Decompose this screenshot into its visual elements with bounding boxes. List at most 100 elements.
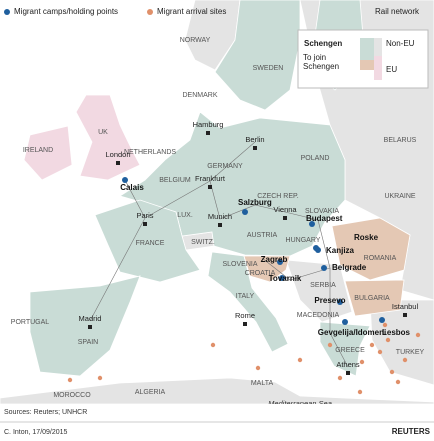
country-label: SLOVAKIA <box>305 208 339 215</box>
city-marker <box>206 131 210 135</box>
camp-dot <box>342 319 348 325</box>
arrival-dot <box>369 342 375 348</box>
arrival-dot <box>337 375 343 381</box>
arrival-dot <box>389 369 395 375</box>
country-label: MOROCCO <box>53 392 91 399</box>
camp-dot <box>277 259 283 265</box>
arrival-dot <box>297 357 303 363</box>
camp-dot <box>242 209 248 215</box>
credit: C. Inton, 17/09/2015 <box>4 429 68 436</box>
country-label: SPAIN <box>78 339 99 346</box>
country-label: TURKEY <box>396 349 425 356</box>
brand: REUTERS <box>392 427 431 436</box>
city-label: London <box>105 150 130 159</box>
country-label: PORTUGAL <box>11 319 49 326</box>
camp-dot <box>379 317 385 323</box>
country-label: DENMARK <box>182 92 217 99</box>
country-label: MACEDONIA <box>297 312 340 319</box>
camp-label: Calais <box>120 183 144 192</box>
land-to-join <box>243 217 411 317</box>
city-marker <box>143 222 147 226</box>
legend-label: Migrant camps/holding points <box>14 7 118 16</box>
country-label: ITALY <box>236 293 255 300</box>
country-label: SWEDEN <box>253 65 284 72</box>
country-label: BELGIUM <box>159 177 191 184</box>
city-label: Hamburg <box>193 120 224 129</box>
sea-label: Mediterranean Sea <box>268 399 332 408</box>
camp-label: Zagreb <box>261 255 288 264</box>
camp-label: Budapest <box>306 214 343 223</box>
country-label: IRELAND <box>23 147 53 154</box>
country-label: ROMANIA <box>364 255 397 262</box>
camp-label: Gevgelija/Idomeni <box>318 328 386 337</box>
camp-label: Lesbos <box>382 328 411 337</box>
arrival-dot <box>377 349 383 355</box>
camp-dot <box>321 265 327 271</box>
swatch <box>360 60 374 70</box>
country-label: AUSTRIA <box>247 232 278 239</box>
city-label: Frankfurt <box>195 174 226 183</box>
camp-label: Roske <box>354 233 379 242</box>
arrival-dot <box>395 379 401 385</box>
arrival-dot <box>402 357 408 363</box>
city-marker <box>88 325 92 329</box>
city-marker <box>243 322 247 326</box>
rail-network <box>89 141 349 368</box>
legend-label: Rail network <box>375 7 420 16</box>
legend-label: EU <box>386 65 397 74</box>
camp-dot <box>309 221 315 227</box>
country-label: POLAND <box>301 155 330 162</box>
swatch <box>374 38 382 56</box>
city-label: Athens <box>336 360 360 369</box>
legend-arrival-dot <box>147 9 153 15</box>
arrival-dot <box>359 359 365 365</box>
country-label: NORWAY <box>180 37 211 44</box>
country-label: LUX. <box>177 212 193 219</box>
country-label: UK <box>98 129 108 136</box>
land-schengen <box>29 0 371 377</box>
country-label: SLOVENIA <box>222 261 257 268</box>
camp-label: Tovarnik <box>269 274 302 283</box>
arrival-dot <box>67 377 73 383</box>
city-label: Rome <box>235 311 255 320</box>
country-label: BELARUS <box>384 137 417 144</box>
city-marker <box>346 371 350 375</box>
country-label: SERBIA <box>310 282 336 289</box>
arrival-dot <box>255 365 261 371</box>
labels: NORWAY SWEDEN DENMARK IRELAND UK NETHERLANDS G… <box>11 37 425 408</box>
arrival-dot <box>382 322 388 328</box>
city-marker <box>116 161 120 165</box>
arrival-dot <box>327 342 333 348</box>
camp-label: Kanjiza <box>326 246 355 255</box>
camp-dot <box>122 177 128 183</box>
arrival-dot <box>415 332 421 338</box>
country-label: CROATIA <box>245 270 276 277</box>
swatch <box>374 56 382 80</box>
land-eu <box>23 94 141 181</box>
country-label: ALGERIA <box>135 389 166 396</box>
country-label: BULGARIA <box>354 295 390 302</box>
country-label: NETHERLANDS <box>124 149 176 156</box>
city-label: Munich <box>208 212 232 221</box>
legend-camp-dot <box>4 9 10 15</box>
arrival-dot <box>97 375 103 381</box>
sources: Sources: Reuters; UNHCR <box>4 409 87 416</box>
arrival-dot <box>385 337 391 343</box>
legend-label: To join Schengen <box>303 53 339 71</box>
arrival-dot <box>357 389 363 395</box>
city-label: Istanbul <box>392 302 419 311</box>
camp-dot <box>315 247 321 253</box>
city-label: Paris <box>136 211 153 220</box>
country-label: GERMANY <box>207 163 243 170</box>
camp-label: Belgrade <box>332 263 367 272</box>
legend-label: Non-EU <box>386 39 415 48</box>
city-marker <box>208 185 212 189</box>
country-label: MALTA <box>251 380 274 387</box>
city-label: Berlin <box>245 135 264 144</box>
camp-label: Presevo <box>314 296 345 305</box>
camp-dot <box>337 299 343 305</box>
country-label: SWITZ. <box>191 239 215 246</box>
legend-label: Schengen <box>304 39 342 48</box>
country-label: CZECH REP. <box>257 193 299 200</box>
